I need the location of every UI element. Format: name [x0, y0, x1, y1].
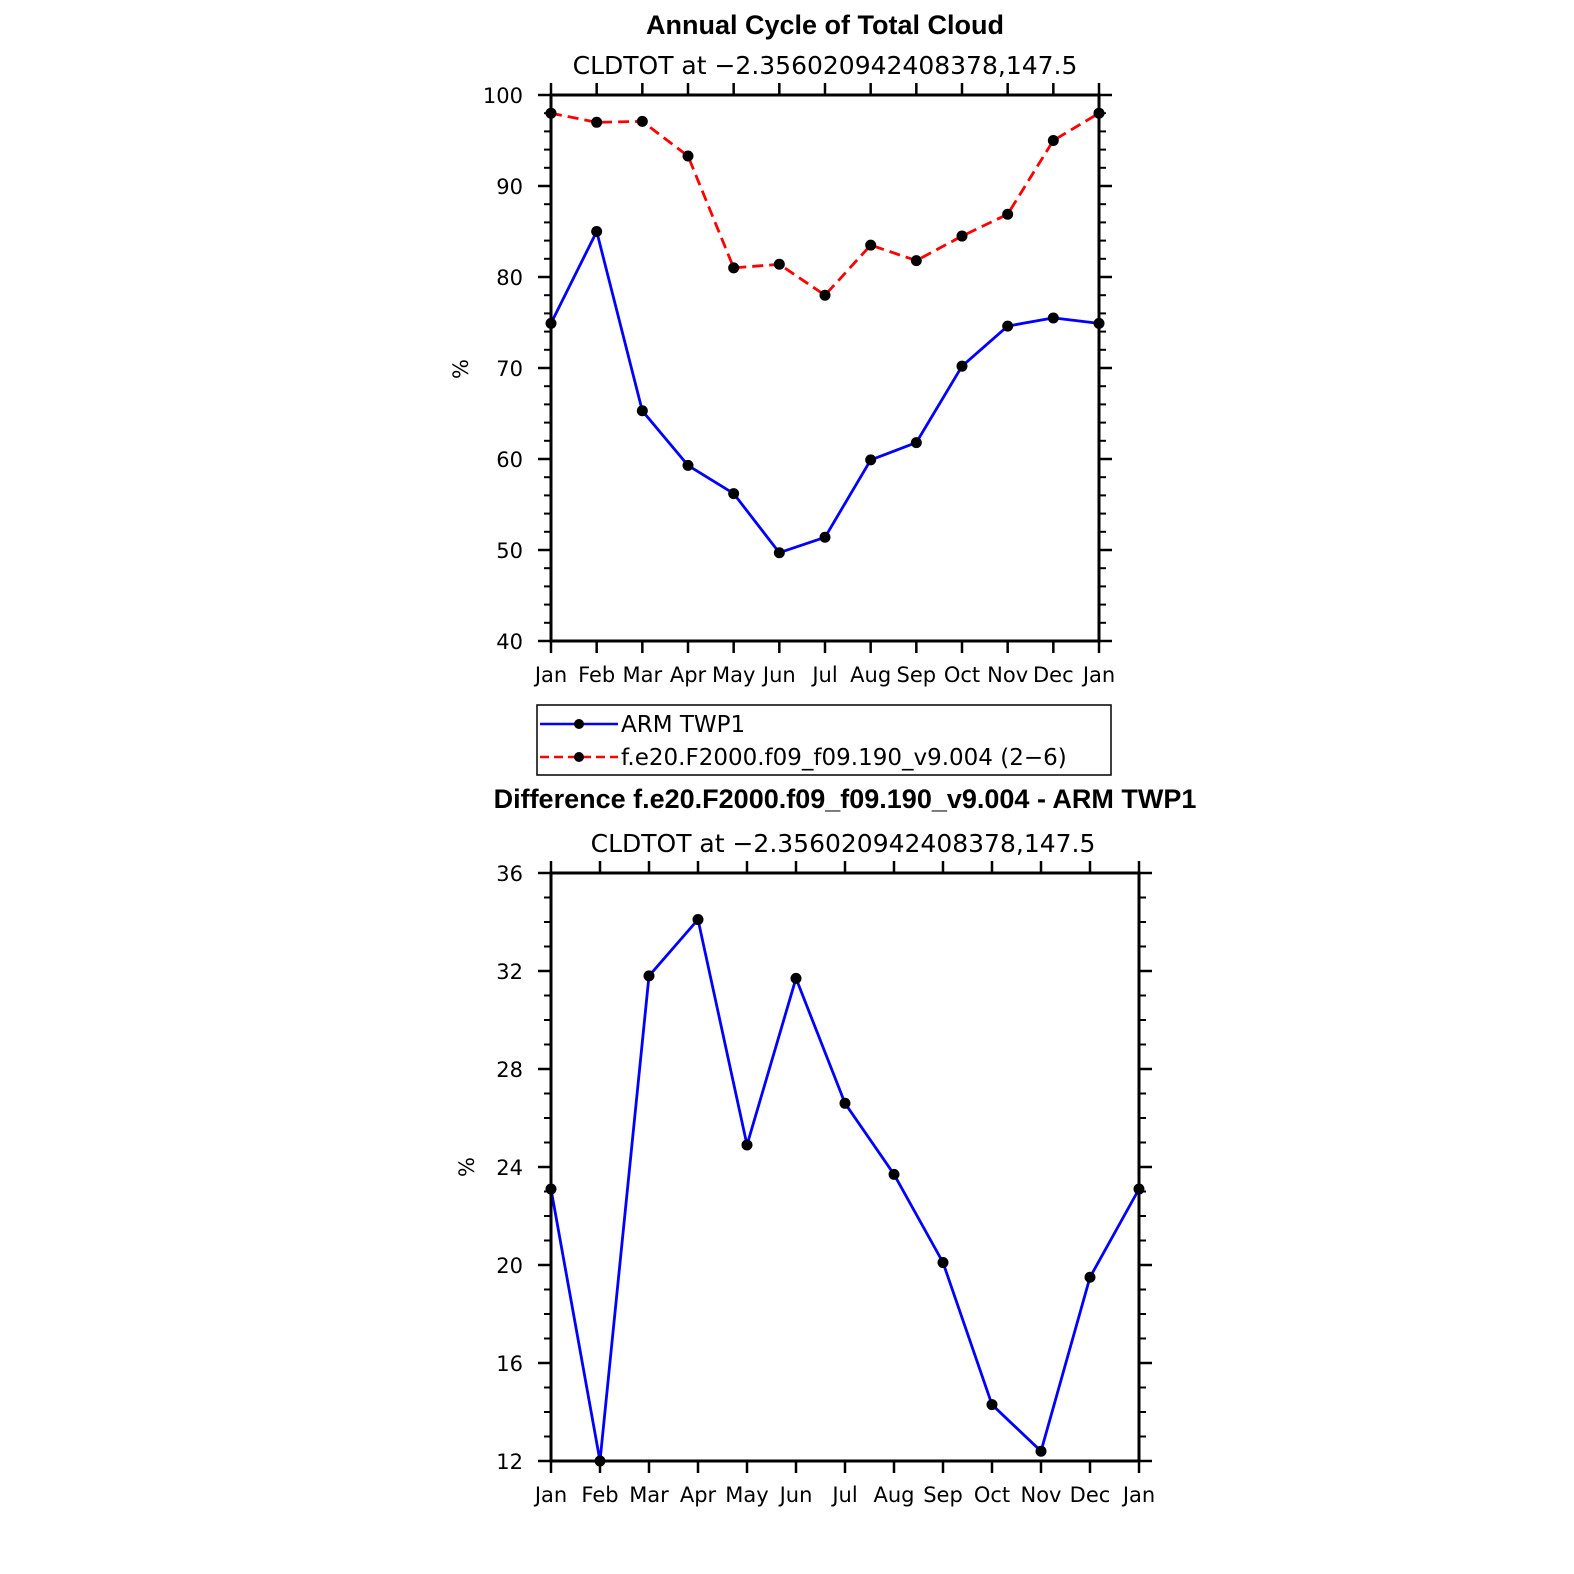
- data-point: [910, 255, 922, 267]
- data-point: [1084, 1271, 1096, 1283]
- y-tick-label: 80: [496, 266, 523, 290]
- chart-difference: Difference f.e20.F2000.f09_f09.190_v9.00…: [455, 784, 1196, 1507]
- data-point: [1002, 320, 1014, 332]
- x-tick-label: Nov: [987, 663, 1028, 687]
- legend-box: [536, 704, 1112, 776]
- x-tick-label: May: [712, 663, 755, 687]
- data-point: [819, 289, 831, 301]
- data-point: [865, 239, 877, 251]
- data-point: [773, 547, 785, 559]
- x-tick-label: Jun: [778, 1483, 813, 1507]
- data-point: [636, 405, 648, 417]
- data-point: [728, 262, 740, 274]
- data-point: [1002, 208, 1014, 220]
- x-tick-label: Aug: [850, 663, 891, 687]
- series-line-0: [549, 918, 1141, 1463]
- plot-frame: [549, 871, 1141, 1463]
- x-tick-label: Feb: [581, 1483, 618, 1507]
- data-point: [1047, 135, 1059, 146]
- chart-title: Difference f.e20.F2000.f09_f09.190_v9.00…: [494, 784, 1197, 814]
- y-tick-label: 90: [496, 175, 523, 199]
- legend: ARM TWP1 f.e20.F2000.f09_f09.190_v9.004 …: [536, 704, 1112, 776]
- chart-subtitle: CLDTOT at −2.356020942408378,147.5: [573, 51, 1078, 80]
- data-point: [1035, 1445, 1047, 1457]
- data-point: [591, 226, 603, 237]
- legend-swatch-marker: [574, 719, 584, 729]
- data-point: [682, 459, 694, 471]
- data-point: [956, 230, 968, 242]
- x-tick-label: Mar: [629, 1483, 669, 1507]
- x-tick-label: Apr: [680, 1483, 717, 1507]
- legend-item-model: f.e20.F2000.f09_f09.190_v9.004 (2−6): [540, 745, 1067, 771]
- data-point: [591, 116, 603, 128]
- x-tick-label: Jan: [533, 663, 567, 687]
- x-tick-label: Aug: [873, 1483, 914, 1507]
- y-axis-label: %: [455, 1157, 479, 1177]
- x-tick-label: Oct: [944, 663, 980, 687]
- x-tick-label: Jul: [830, 1483, 857, 1507]
- plot-frame: [549, 93, 1101, 643]
- data-point: [910, 437, 922, 449]
- x-tick-label: Oct: [974, 1483, 1010, 1507]
- x-tick-label: Nov: [1021, 1483, 1062, 1507]
- chart-subtitle: CLDTOT at −2.356020942408378,147.5: [591, 829, 1096, 858]
- y-tick-label: 20: [496, 1254, 523, 1278]
- data-point: [643, 970, 655, 982]
- x-tick-label: Dec: [1070, 1483, 1111, 1507]
- data-point: [728, 488, 740, 500]
- x-tick-label: Feb: [578, 663, 615, 687]
- y-tick-label: 28: [496, 1058, 523, 1082]
- chart-title: Annual Cycle of Total Cloud: [646, 10, 1004, 40]
- data-point: [937, 1257, 949, 1269]
- data-point: [865, 454, 877, 466]
- y-tick-label: 24: [496, 1156, 523, 1180]
- y-tick-label: 36: [496, 862, 523, 886]
- data-point: [636, 115, 648, 127]
- y-tick-label: 40: [496, 630, 523, 654]
- chart-annual-cycle: Annual Cycle of Total Cloud CLDTOT at −2…: [449, 10, 1115, 776]
- x-tick-label: Apr: [670, 663, 707, 687]
- series-line-0: [549, 230, 1100, 555]
- x-tick-label: Jun: [761, 663, 796, 687]
- y-tick-label: 16: [496, 1352, 523, 1376]
- x-tick-label: Jan: [1121, 1483, 1155, 1507]
- x-tick-label: Sep: [923, 1483, 963, 1507]
- x-tick-label: Jul: [810, 663, 837, 687]
- y-tick-label: 12: [496, 1450, 523, 1474]
- x-tick-label: Mar: [623, 663, 663, 687]
- y-axis-label: %: [449, 359, 473, 379]
- data-point: [956, 360, 968, 372]
- series-line-1: [550, 111, 1100, 297]
- legend-item-arm-twp1: ARM TWP1: [540, 712, 745, 738]
- y-tick-label: 32: [496, 960, 523, 984]
- legend-label: f.e20.F2000.f09_f09.190_v9.004 (2−6): [621, 745, 1067, 771]
- legend-swatch-marker: [574, 752, 584, 762]
- x-tick-label: Dec: [1033, 663, 1074, 687]
- data-point: [682, 150, 694, 162]
- data-point: [692, 914, 704, 926]
- y-tick-label: 50: [496, 539, 523, 563]
- data-point: [790, 972, 802, 984]
- data-point: [819, 531, 831, 543]
- data-point: [741, 1139, 753, 1151]
- data-point: [1047, 312, 1059, 324]
- x-tick-label: Jan: [533, 1483, 567, 1507]
- y-tick-label: 60: [496, 448, 523, 472]
- data-point: [986, 1399, 998, 1411]
- data-point: [839, 1097, 851, 1109]
- y-tick-label: 100: [483, 84, 523, 108]
- y-tick-label: 70: [496, 357, 523, 381]
- x-tick-label: May: [725, 1483, 768, 1507]
- x-tick-label: Sep: [897, 663, 937, 687]
- data-point: [888, 1168, 900, 1180]
- legend-label: ARM TWP1: [621, 712, 745, 738]
- data-point: [773, 258, 785, 270]
- x-tick-label: Jan: [1081, 663, 1115, 687]
